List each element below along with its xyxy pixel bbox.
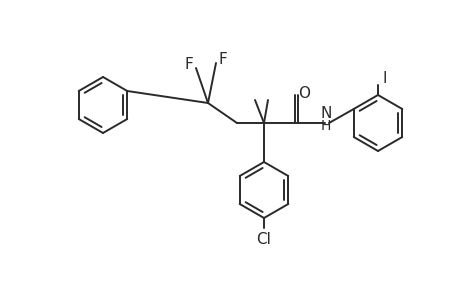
Text: I: I <box>382 70 386 86</box>
Text: F: F <box>218 52 227 67</box>
Text: N: N <box>319 106 331 121</box>
Text: H: H <box>320 119 330 133</box>
Text: F: F <box>184 56 193 71</box>
Text: O: O <box>297 85 309 100</box>
Text: Cl: Cl <box>256 232 271 247</box>
